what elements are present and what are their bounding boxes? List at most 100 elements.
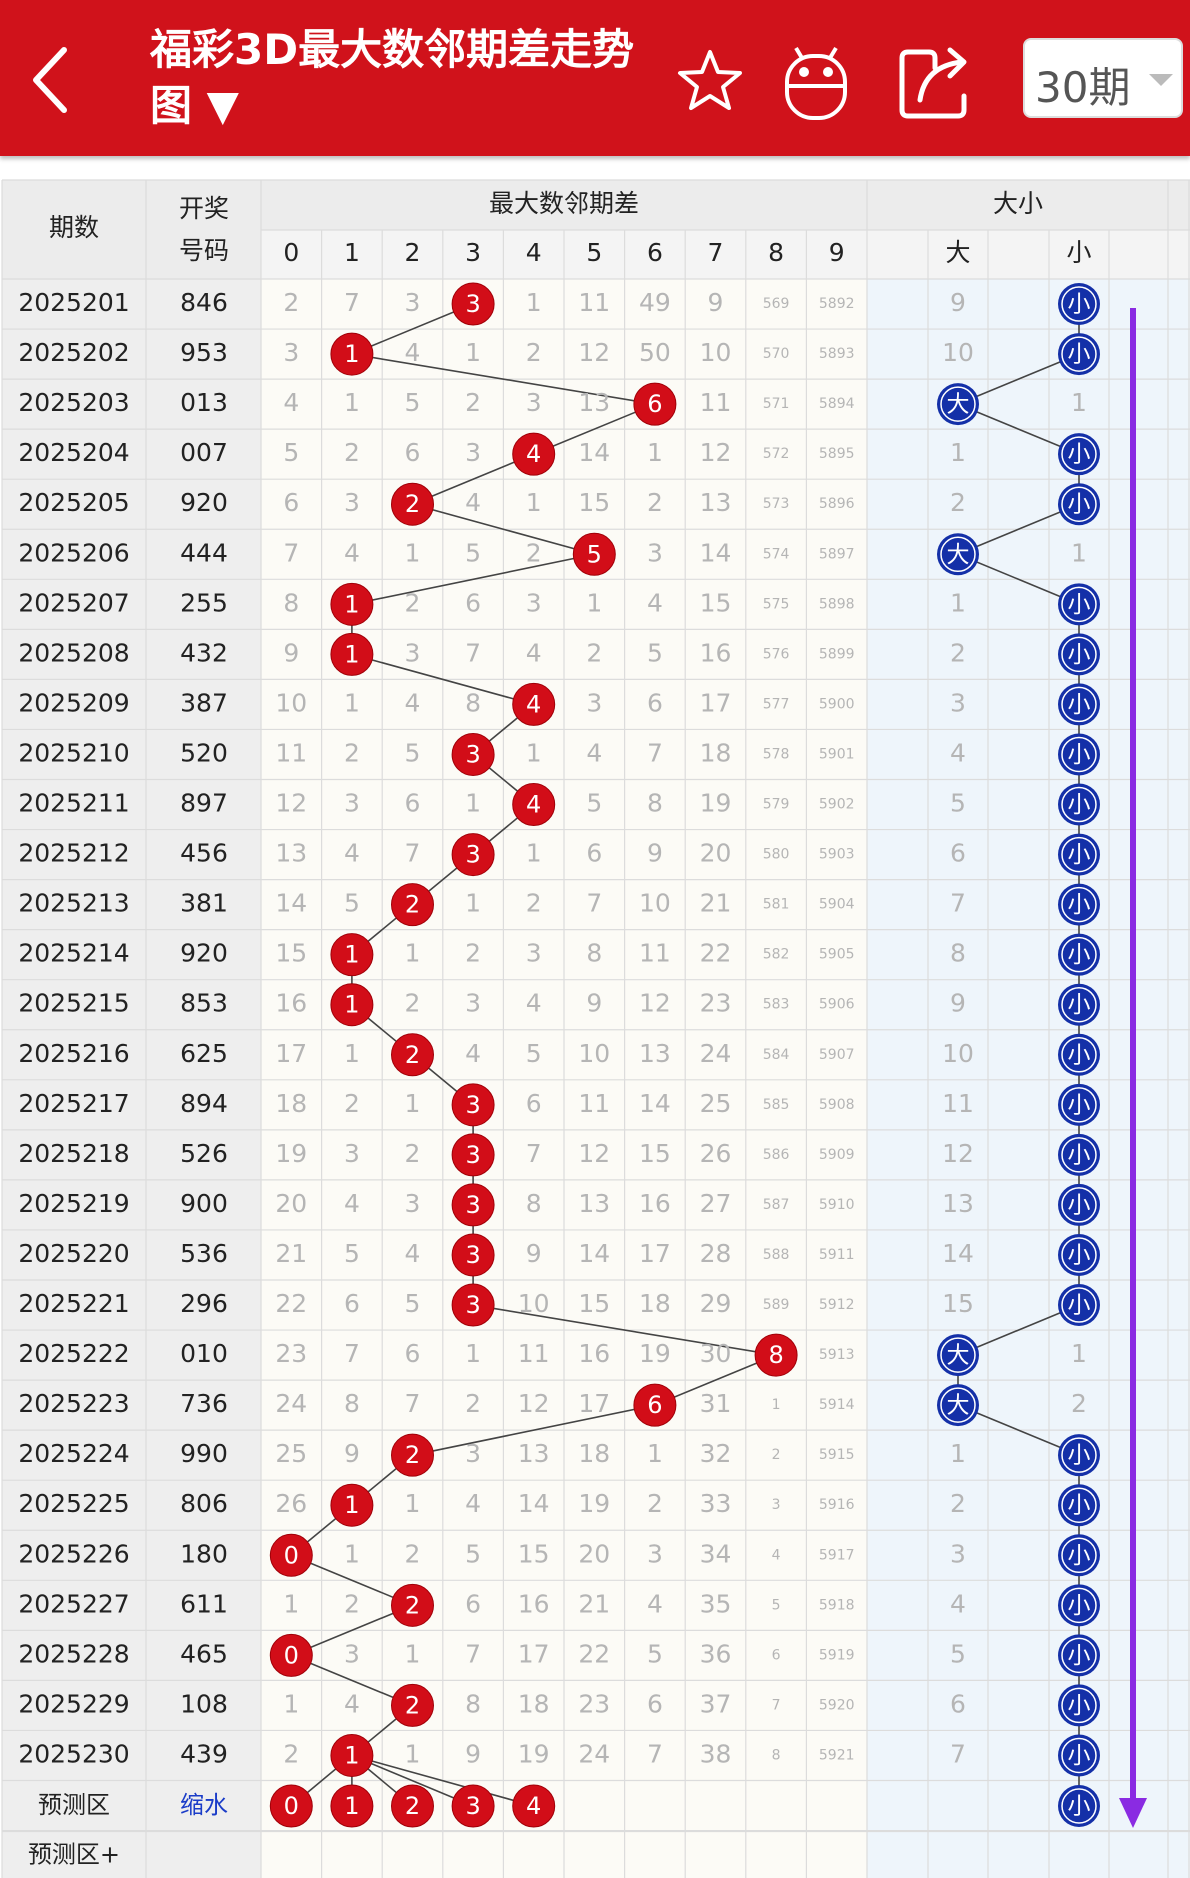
draw-number: 853 xyxy=(180,989,228,1018)
red-ball-text: 3 xyxy=(465,841,480,869)
draw-number: 180 xyxy=(180,1539,228,1568)
red-ball-text: 3 xyxy=(465,1792,480,1820)
size-area-bg xyxy=(867,279,1190,1878)
trend-line xyxy=(957,1304,1080,1356)
draw-number: 846 xyxy=(180,288,228,317)
size-miss-value: 1 xyxy=(1071,1339,1087,1368)
miss-value: 23 xyxy=(275,1339,307,1368)
miss-value: 1 xyxy=(772,1397,781,1413)
header-digit: 0 xyxy=(283,238,299,267)
forecast-plus-label[interactable]: 预测区+ xyxy=(28,1841,120,1869)
miss-value: 21 xyxy=(275,1239,307,1268)
miss-value: 2 xyxy=(772,1447,781,1463)
blue-ball xyxy=(937,1384,979,1427)
miss-value: 2 xyxy=(465,1389,481,1418)
forecast-action[interactable]: 缩水 xyxy=(180,1791,228,1819)
blue-ball xyxy=(1058,1534,1100,1577)
blue-ball-text: 小 xyxy=(1068,992,1091,1018)
miss-value: 8 xyxy=(465,1689,481,1718)
miss-value: 15 xyxy=(639,1139,671,1168)
share-button[interactable] xyxy=(899,47,967,119)
header-digit: 8 xyxy=(768,238,784,267)
blue-ball-ring xyxy=(1061,1737,1097,1774)
robot-button[interactable] xyxy=(785,46,847,120)
draw-number: 611 xyxy=(180,1589,228,1618)
blue-ball-ring xyxy=(1061,886,1097,923)
size-miss-value: 1 xyxy=(950,588,966,617)
miss-value: 10 xyxy=(275,688,307,717)
miss-value: 1 xyxy=(465,889,481,918)
miss-value: 7 xyxy=(526,1139,542,1168)
miss-value: 5910 xyxy=(819,1197,855,1213)
page-title[interactable]: 福彩3D最大数邻期差走势图 ▼ xyxy=(150,22,650,134)
miss-value: 4 xyxy=(772,1547,781,1563)
miss-value: 5 xyxy=(344,889,360,918)
size-miss-value: 6 xyxy=(950,839,966,868)
miss-value: 19 xyxy=(578,1489,610,1518)
blue-ball xyxy=(1058,1785,1100,1827)
red-ball xyxy=(451,1183,495,1227)
miss-value: 6 xyxy=(586,839,602,868)
blue-ball xyxy=(937,1334,979,1377)
miss-value: 583 xyxy=(763,997,790,1013)
blue-ball-text: 小 xyxy=(1068,492,1091,518)
miss-value: 2 xyxy=(405,1539,421,1568)
red-ball-text: 1 xyxy=(344,640,359,668)
back-button[interactable] xyxy=(33,47,67,113)
miss-value: 13 xyxy=(700,488,732,517)
miss-value: 24 xyxy=(700,1039,732,1068)
miss-value: 1 xyxy=(405,1739,421,1768)
blue-ball-text: 小 xyxy=(1068,742,1091,768)
trend-line xyxy=(290,1654,413,1707)
miss-value: 4 xyxy=(465,1489,481,1518)
blue-ball xyxy=(1058,633,1100,676)
red-ball-text: 3 xyxy=(465,1091,480,1119)
miss-value: 8 xyxy=(465,688,481,717)
trend-line xyxy=(412,503,595,556)
red-ball xyxy=(391,1033,434,1077)
miss-value: 20 xyxy=(700,839,732,868)
miss-value: 2 xyxy=(465,939,481,968)
miss-value: 15 xyxy=(700,588,732,617)
miss-value: 11 xyxy=(578,1089,610,1118)
size-miss-value: 14 xyxy=(942,1239,974,1268)
blue-ball-text: 小 xyxy=(1068,1643,1091,1669)
miss-value: 8 xyxy=(283,588,299,617)
miss-value: 29 xyxy=(700,1289,732,1318)
miss-value: 5 xyxy=(405,388,421,417)
miss-value: 4 xyxy=(647,1589,663,1618)
miss-value: 15 xyxy=(578,1289,610,1318)
miss-value: 2 xyxy=(283,288,299,317)
select-caret xyxy=(1149,74,1173,86)
miss-value: 3 xyxy=(344,789,360,818)
red-ball xyxy=(330,1733,374,1777)
miss-value: 3 xyxy=(465,989,481,1018)
favorite-button[interactable] xyxy=(678,50,742,110)
miss-value: 6 xyxy=(647,688,663,717)
miss-value: 17 xyxy=(578,1389,610,1418)
blue-ball-text: 大 xyxy=(947,1343,970,1369)
header-miss-group: 最大数邻期差 xyxy=(489,189,639,218)
red-ball xyxy=(512,682,556,726)
draw-number: 432 xyxy=(180,638,228,667)
miss-value: 4 xyxy=(526,989,542,1018)
red-ball xyxy=(330,332,374,376)
miss-value: 12 xyxy=(578,338,610,367)
miss-value: 2 xyxy=(526,538,542,567)
miss-value: 11 xyxy=(275,738,307,767)
trend-line xyxy=(533,403,656,455)
trend-line xyxy=(654,1354,777,1406)
miss-value: 15 xyxy=(275,939,307,968)
miss-value: 1 xyxy=(405,1489,421,1518)
trend-line xyxy=(351,303,474,355)
miss-value: 7 xyxy=(586,889,602,918)
forecast-label: 预测区 xyxy=(38,1791,110,1819)
miss-value: 7 xyxy=(344,1339,360,1368)
miss-value: 21 xyxy=(578,1589,610,1618)
miss-value: 20 xyxy=(275,1189,307,1218)
miss-value: 18 xyxy=(639,1289,671,1318)
miss-value: 1 xyxy=(344,1539,360,1568)
period-select[interactable]: 30期 xyxy=(1023,38,1183,118)
blue-ball xyxy=(1058,1083,1100,1126)
blue-ball-ring xyxy=(940,536,976,573)
